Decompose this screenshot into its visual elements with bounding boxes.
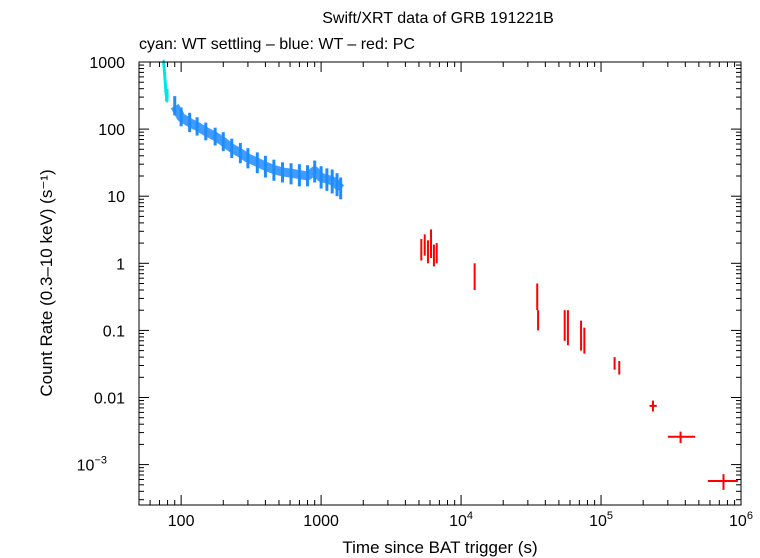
chart-title: Swift/XRT data of GRB 191221B	[322, 10, 554, 27]
series-wt-settling	[162, 59, 169, 103]
data-series-layer	[162, 59, 738, 490]
series-wt	[170, 96, 345, 200]
y-tick-label: 0.01	[94, 391, 125, 408]
chart-subtitle: cyan: WT settling – blue: WT – red: PC	[139, 36, 415, 53]
plot-frame	[138, 61, 742, 506]
y-tick-label: 0.1	[103, 323, 125, 340]
x-tick-label: 105	[589, 510, 613, 530]
wt-band	[170, 103, 345, 192]
x-tick-label: 100	[168, 513, 195, 530]
y-tick-exponent: −3	[94, 455, 107, 467]
x-axis-label: Time since BAT trigger (s)	[342, 538, 537, 557]
y-tick-label: 10	[107, 189, 125, 206]
x-tick-label: 1000	[303, 513, 339, 530]
y-tick-label: 1	[116, 256, 125, 273]
y-tick-label: 100	[98, 122, 125, 139]
y-tick-label: 1000	[89, 55, 125, 72]
x-tick-exponent: 4	[467, 510, 473, 522]
wt-settling-trace	[162, 61, 169, 102]
x-tick-exponent: 5	[607, 510, 613, 522]
y-axis-label: Count Rate (0.3–10 keV) (s⁻¹)	[37, 169, 56, 396]
y-tick-label: 10−3	[77, 455, 107, 475]
series-pc	[420, 229, 738, 490]
x-tick-label: 106	[729, 510, 753, 530]
x-tick-label: 104	[449, 510, 473, 530]
data-point	[649, 400, 657, 412]
data-point	[707, 474, 738, 490]
x-tick-exponent: 6	[747, 510, 753, 522]
data-point	[667, 431, 696, 443]
axis-ticks: 100 1000 104 105 106 1000 100 10 1 0.1 0.01 10−3	[77, 55, 753, 530]
